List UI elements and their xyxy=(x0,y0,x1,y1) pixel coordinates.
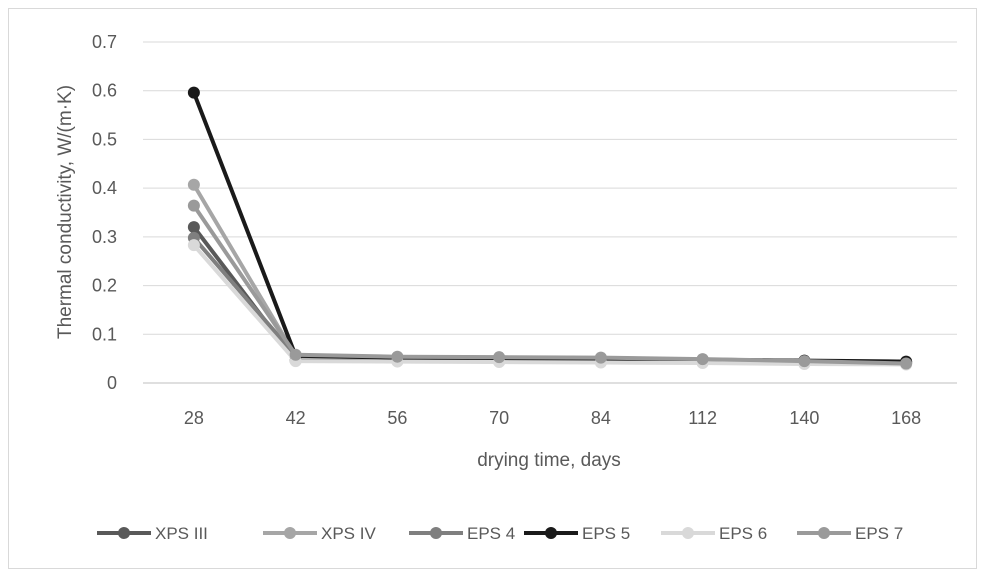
series-eps-5 xyxy=(188,87,912,368)
data-point xyxy=(798,355,810,367)
y-tick-label: 0.4 xyxy=(92,178,117,198)
x-tick-label: 56 xyxy=(387,408,407,428)
data-point xyxy=(188,200,200,212)
legend-label: XPS III xyxy=(155,524,208,543)
y-axis-ticks: 0 0.1 0.2 0.3 0.4 0.5 0.6 0.7 xyxy=(92,32,117,393)
series-line xyxy=(194,93,906,362)
series-lines xyxy=(188,87,912,371)
y-tick-label: 0 xyxy=(107,373,117,393)
legend-marker xyxy=(284,527,296,539)
data-point xyxy=(595,352,607,364)
data-point xyxy=(188,87,200,99)
legend-marker xyxy=(118,527,130,539)
y-tick-label: 0.6 xyxy=(92,81,117,101)
data-point xyxy=(697,353,709,365)
legend-marker xyxy=(682,527,694,539)
data-point xyxy=(188,221,200,233)
legend-item: EPS 6 xyxy=(661,524,767,543)
gridlines xyxy=(143,42,957,383)
x-tick-label: 140 xyxy=(789,408,819,428)
legend: XPS III XPS IV EPS 4 EPS 5 EPS 6 EPS 7 xyxy=(97,524,903,543)
x-tick-label: 168 xyxy=(891,408,921,428)
x-tick-label: 28 xyxy=(184,408,204,428)
x-tick-label: 112 xyxy=(688,408,717,428)
data-point xyxy=(900,358,912,370)
legend-item: EPS 7 xyxy=(797,524,903,543)
series-eps-7 xyxy=(188,200,912,370)
series-xps-iii xyxy=(188,221,912,368)
y-tick-label: 0.2 xyxy=(92,276,117,296)
series-xps-iv xyxy=(188,179,912,370)
data-point xyxy=(290,349,302,361)
legend-item: EPS 4 xyxy=(409,524,515,543)
legend-label: EPS 5 xyxy=(582,524,630,543)
series-line xyxy=(194,227,906,362)
legend-item: XPS III xyxy=(97,524,208,543)
series-line xyxy=(194,245,906,364)
data-point xyxy=(188,239,200,251)
legend-label: EPS 4 xyxy=(467,524,515,543)
data-point xyxy=(493,351,505,363)
legend-marker xyxy=(545,527,557,539)
y-tick-label: 0.5 xyxy=(92,129,117,149)
x-axis-ticks: 28 42 56 70 84 112 140 168 xyxy=(184,408,921,428)
y-tick-label: 0.1 xyxy=(92,324,117,344)
legend-item: EPS 5 xyxy=(524,524,630,543)
data-point xyxy=(188,179,200,191)
legend-marker xyxy=(818,527,830,539)
x-tick-label: 84 xyxy=(591,408,611,428)
x-axis-title: drying time, days xyxy=(477,450,621,471)
legend-marker xyxy=(430,527,442,539)
data-point xyxy=(391,351,403,363)
legend-label: EPS 6 xyxy=(719,524,767,543)
y-tick-label: 0.7 xyxy=(92,32,117,52)
series-line xyxy=(194,185,906,364)
series-line xyxy=(194,238,906,364)
y-tick-label: 0.3 xyxy=(92,227,117,247)
y-axis-title: Thermal conductivity, W/(m·K) xyxy=(55,85,76,339)
legend-label: EPS 7 xyxy=(855,524,903,543)
series-line xyxy=(194,206,906,364)
legend-item: XPS IV xyxy=(263,524,376,543)
x-tick-label: 70 xyxy=(489,408,509,428)
legend-label: XPS IV xyxy=(321,524,376,543)
x-tick-label: 42 xyxy=(286,408,306,428)
